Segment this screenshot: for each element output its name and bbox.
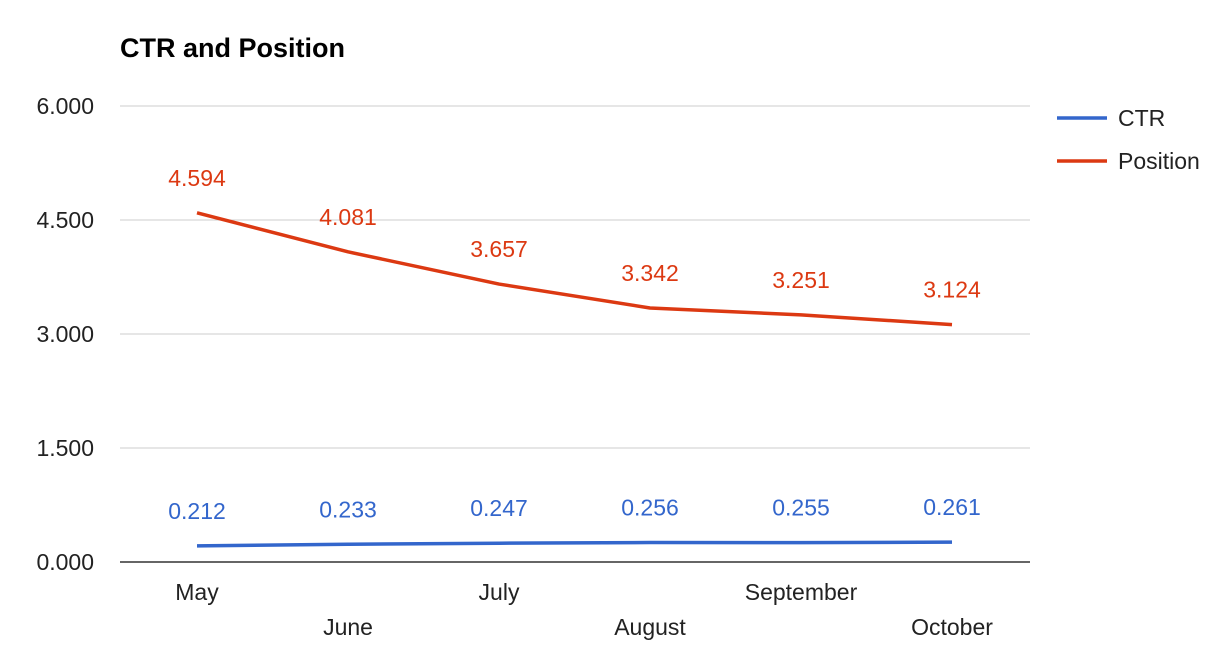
- y-tick-label: 3.000: [36, 321, 94, 347]
- series-line-position: [196, 211, 953, 327]
- data-label: 0.256: [621, 495, 679, 521]
- data-labels: 0.212 0.233 0.247 0.256 0.255 0.261 4.594 4.081…: [168, 165, 981, 524]
- x-tick-label: July: [479, 579, 520, 605]
- series-line-ctr: [196, 540, 953, 548]
- y-tick-label: 6.000: [36, 93, 94, 119]
- legend-label: Position: [1118, 148, 1200, 174]
- data-label: 0.261: [923, 494, 981, 520]
- legend-label: CTR: [1118, 105, 1165, 131]
- data-label: 0.212: [168, 498, 226, 524]
- x-tick-label: August: [614, 614, 686, 640]
- chart-title: CTR and Position: [120, 33, 345, 63]
- series-lines: [196, 211, 953, 548]
- y-tick-label: 0.000: [36, 549, 94, 575]
- data-label: 0.233: [319, 496, 377, 522]
- x-tick-label: June: [323, 614, 373, 640]
- y-axis-ticks: 0.000 1.500 3.000 4.500 6.000: [36, 93, 94, 575]
- y-tick-label: 1.500: [36, 435, 94, 461]
- grid-lines: [120, 105, 1030, 563]
- x-axis-ticks: May June July August September October: [175, 579, 993, 640]
- legend: CTR Position: [1057, 105, 1200, 174]
- data-label: 3.251: [772, 267, 830, 293]
- data-label: 3.342: [621, 260, 679, 286]
- x-tick-label: September: [745, 579, 858, 605]
- x-tick-label: October: [911, 614, 993, 640]
- data-label: 4.081: [319, 204, 377, 230]
- data-label: 0.255: [772, 495, 830, 521]
- data-label: 4.594: [168, 165, 226, 191]
- x-tick-label: May: [175, 579, 219, 605]
- data-label: 0.247: [470, 495, 528, 521]
- y-tick-label: 4.500: [36, 207, 94, 233]
- data-label: 3.124: [923, 277, 981, 303]
- data-label: 3.657: [470, 236, 528, 262]
